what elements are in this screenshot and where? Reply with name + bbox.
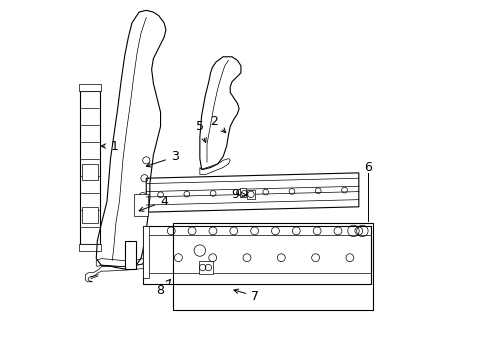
Text: 1: 1 (101, 140, 118, 153)
Text: 7: 7 (233, 289, 259, 303)
Bar (124, 241, 136, 269)
Bar (246, 190, 254, 199)
Text: 3: 3 (146, 150, 179, 167)
Bar (142, 226, 149, 278)
Bar (80, 91, 100, 244)
Bar (199, 261, 213, 274)
Text: 2: 2 (210, 114, 225, 132)
Bar (80, 84, 101, 91)
Text: 5: 5 (196, 120, 206, 143)
Bar (82, 164, 98, 180)
Text: 8: 8 (156, 279, 170, 297)
Bar (134, 194, 148, 216)
Bar (240, 188, 245, 197)
Bar (82, 207, 98, 223)
Text: 9: 9 (231, 188, 245, 201)
Text: 6: 6 (363, 161, 371, 174)
Bar (173, 223, 372, 310)
Text: 4: 4 (139, 195, 168, 211)
Bar (142, 226, 370, 284)
Bar (80, 244, 101, 251)
